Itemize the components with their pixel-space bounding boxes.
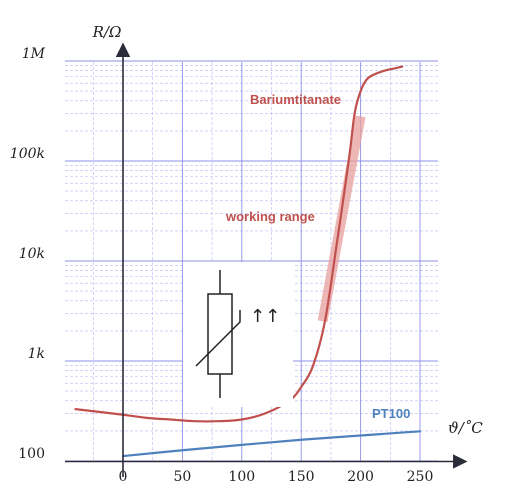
y-axis-title: R/Ω bbox=[92, 23, 122, 41]
x-tick-label: 50 bbox=[173, 469, 191, 485]
y-tick-labels: 100 1k 10k 100k 1M bbox=[10, 46, 46, 462]
series-line-pt100 bbox=[121, 430, 422, 458]
x-tick-label: 150 bbox=[288, 469, 315, 485]
series-label-bariumtitanate: Bariumtitanate bbox=[250, 92, 341, 107]
x-tick-labels: 0 50 100 150 200 250 bbox=[119, 469, 434, 485]
working-range-label: working range bbox=[225, 209, 315, 224]
x-tick-label: 100 bbox=[228, 469, 255, 485]
x-tick-label: 0 bbox=[119, 469, 128, 485]
y-tick-label: 100 bbox=[18, 446, 45, 462]
x-tick-label: 250 bbox=[407, 469, 434, 485]
y-tick-label: 1k bbox=[28, 346, 45, 362]
series-label-pt100: PT100 bbox=[372, 406, 410, 421]
x-axis-title: ϑ/˚C bbox=[448, 419, 483, 437]
y-tick-label: 10k bbox=[19, 246, 45, 262]
x-tick-label: 200 bbox=[347, 469, 374, 485]
ptc-thermistor-icon: ↑↑ bbox=[183, 262, 293, 407]
working-range-highlight bbox=[317, 115, 366, 323]
rising-arrows-icon: ↑↑ bbox=[250, 306, 280, 327]
plot-area bbox=[74, 65, 422, 458]
series-line-bariumtitanate bbox=[74, 65, 404, 423]
y-tick-label: 1M bbox=[22, 46, 46, 62]
y-tick-label: 100k bbox=[10, 146, 45, 162]
